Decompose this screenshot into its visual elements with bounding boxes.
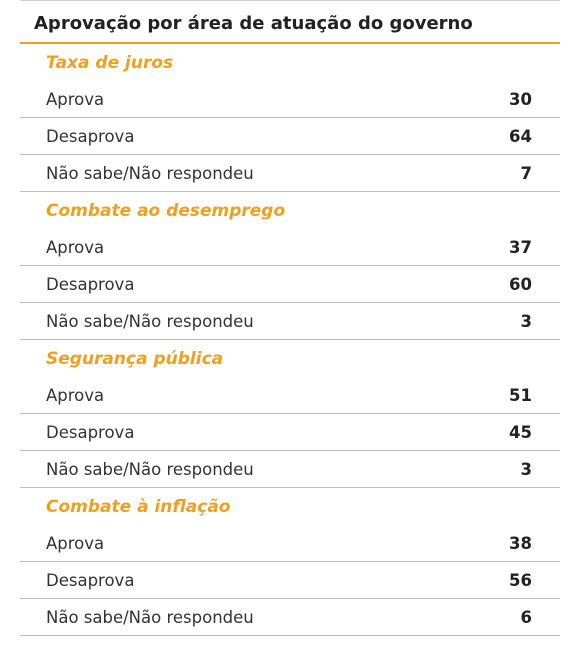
table-row: Desaprova 64 xyxy=(20,118,560,155)
row-label: Desaprova xyxy=(46,126,135,146)
row-value: 30 xyxy=(509,89,532,109)
row-label: Aprova xyxy=(46,385,105,405)
section-seguranca-publica: Segurança pública Aprova 51 Desaprova 45… xyxy=(20,340,560,488)
row-label: Não sabe/Não respondeu xyxy=(46,163,254,183)
table-row: Desaprova 56 xyxy=(20,562,560,599)
section-combate-a-inflacao: Combate à inflação Aprova 38 Desaprova 5… xyxy=(20,488,560,636)
section-title: Combate à inflação xyxy=(46,496,231,517)
section-title: Segurança pública xyxy=(46,348,224,369)
row-label: Não sabe/Não respondeu xyxy=(46,607,254,627)
table-row: Não sabe/Não respondeu 3 xyxy=(20,303,560,340)
table-row: Não sabe/Não respondeu 6 xyxy=(20,599,560,636)
top-divider xyxy=(20,0,560,1)
table-title: Aprovação por área de atuação do governo xyxy=(20,4,560,44)
table-row: Aprova 51 xyxy=(20,377,560,414)
row-label: Aprova xyxy=(46,89,105,109)
row-value: 56 xyxy=(509,570,532,590)
table-row: Desaprova 60 xyxy=(20,266,560,303)
table-row: Não sabe/Não respondeu 7 xyxy=(20,155,560,192)
row-value: 6 xyxy=(520,607,532,627)
table-row: Desaprova 45 xyxy=(20,414,560,451)
row-label: Desaprova xyxy=(46,570,135,590)
row-value: 45 xyxy=(509,422,532,442)
section-title: Taxa de juros xyxy=(46,52,174,73)
row-label: Aprova xyxy=(46,533,105,553)
row-label: Não sabe/Não respondeu xyxy=(46,459,254,479)
row-value: 3 xyxy=(520,311,532,331)
section-combate-ao-desemprego: Combate ao desemprego Aprova 37 Desaprov… xyxy=(20,192,560,340)
row-value: 60 xyxy=(509,274,532,294)
table-row: Aprova 30 xyxy=(20,81,560,118)
section-title: Combate ao desemprego xyxy=(46,200,286,221)
table-row: Aprova 37 xyxy=(20,229,560,266)
row-value: 3 xyxy=(520,459,532,479)
row-label: Não sabe/Não respondeu xyxy=(46,311,254,331)
table-row: Não sabe/Não respondeu 3 xyxy=(20,451,560,488)
row-label: Desaprova xyxy=(46,422,135,442)
row-value: 38 xyxy=(509,533,532,553)
row-value: 7 xyxy=(520,163,532,183)
table-row: Aprova 38 xyxy=(20,525,560,562)
section-taxa-de-juros: Taxa de juros Aprova 30 Desaprova 64 Não… xyxy=(20,44,560,192)
row-label: Aprova xyxy=(46,237,105,257)
row-value: 64 xyxy=(509,126,532,146)
approval-table: Aprovação por área de atuação do governo… xyxy=(20,0,560,636)
row-label: Desaprova xyxy=(46,274,135,294)
row-value: 51 xyxy=(509,385,532,405)
row-value: 37 xyxy=(509,237,532,257)
